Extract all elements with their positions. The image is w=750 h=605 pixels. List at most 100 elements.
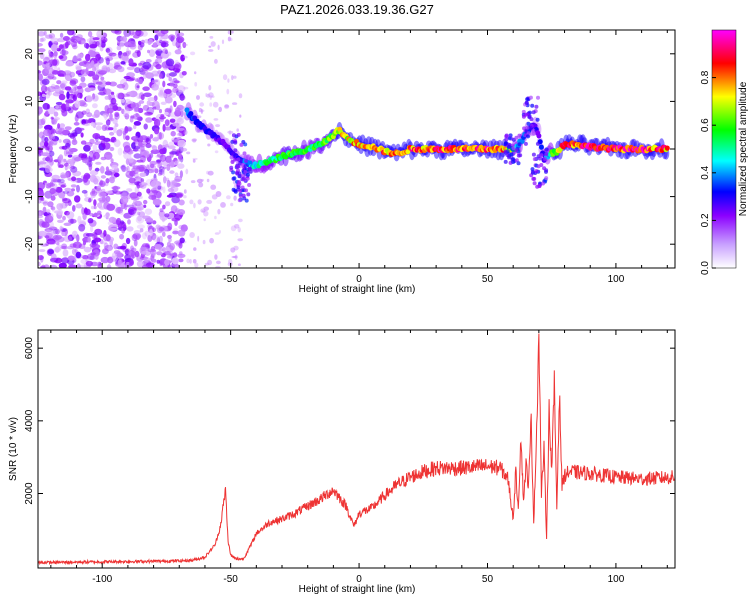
noise-blob (176, 117, 184, 125)
noise-blob (80, 258, 88, 265)
noise-blob (90, 193, 96, 198)
noise-blob (62, 198, 71, 204)
noise-blob (126, 226, 134, 232)
noise-blob (57, 73, 65, 77)
noise-blob (166, 241, 172, 248)
noise-blob (47, 91, 52, 96)
noise-blob (174, 172, 179, 178)
noise-blob (51, 70, 59, 75)
noise-blob (217, 208, 221, 215)
noise-blob (170, 205, 178, 214)
noise-blob (145, 217, 154, 224)
noise-blob (110, 136, 117, 143)
noise-blob (85, 260, 93, 267)
turbulence-blob (514, 135, 519, 140)
colorbar-tick-label: 0.2 (700, 213, 711, 227)
noise-blob (78, 224, 86, 232)
noise-blob (45, 155, 53, 163)
spectrogram-x-ticks: -100 -50 0 50 100 (50, 30, 668, 285)
noise-blob (208, 84, 212, 91)
ridge-cell (536, 133, 542, 139)
noise-blob (41, 78, 50, 85)
noise-blob (123, 108, 130, 117)
noise-blob (65, 171, 69, 179)
noise-blob (96, 261, 100, 265)
noise-blob (115, 206, 123, 214)
noise-blob (46, 182, 56, 187)
noise-blob (65, 102, 70, 110)
noise-blob (164, 96, 173, 104)
noise-blob (163, 176, 167, 184)
noise-blob (205, 93, 208, 97)
noise-blob (206, 170, 210, 175)
noise-blob (117, 66, 125, 73)
noise-blob (90, 121, 95, 127)
noise-blob (233, 195, 237, 201)
noise-blob (57, 219, 64, 223)
noise-blob (192, 139, 197, 143)
noise-blob (214, 215, 217, 220)
noise-blob (159, 116, 166, 120)
noise-blob (122, 224, 127, 232)
noise-blob (152, 186, 157, 195)
noise-blob (207, 49, 214, 52)
noise-blob (66, 150, 70, 155)
noise-blob (38, 70, 42, 74)
noise-blob (168, 237, 172, 243)
noise-blob (139, 172, 147, 177)
noise-blob (38, 212, 42, 217)
noise-blob (211, 95, 215, 98)
noise-blob (111, 164, 119, 170)
noise-blob (125, 237, 131, 245)
noise-blob (183, 129, 188, 135)
noise-blob (77, 58, 82, 62)
noise-blob (230, 225, 237, 232)
noise-blob (43, 129, 52, 137)
snr-panel: -100 -50 0 50 100 2000 4000 6000 Height of str… (8, 329, 676, 595)
noise-blob (51, 174, 60, 180)
noise-blob (63, 222, 72, 226)
turbulence-blob (242, 151, 247, 156)
noise-blob (121, 108, 125, 115)
noise-blob (44, 215, 54, 223)
snr-frame (37, 329, 676, 569)
noise-blob (109, 176, 114, 182)
noise-blob (100, 166, 105, 174)
noise-blob (127, 127, 132, 132)
noise-blob (80, 76, 86, 83)
noise-blob (133, 239, 138, 247)
turbulence-blob (231, 187, 236, 192)
noise-blob (177, 37, 183, 44)
noise-blob (210, 184, 217, 190)
noise-blob (144, 208, 153, 215)
noise-blob (55, 101, 63, 106)
spectrogram-x-tick-label: -50 (223, 274, 238, 285)
noise-blob (105, 178, 110, 184)
noise-blob (218, 106, 222, 113)
noise-blob (119, 210, 124, 215)
noise-blob (49, 188, 56, 195)
colorbar-tick-label: 0.8 (700, 70, 711, 84)
turbulence-blob (236, 132, 241, 137)
noise-blob (40, 265, 46, 268)
noise-blob (59, 32, 64, 38)
turbulence-blob (247, 183, 252, 187)
noise-blob (165, 58, 175, 67)
noise-blob (133, 153, 142, 159)
noise-blob (47, 201, 54, 208)
noise-blob (38, 60, 43, 66)
noise-blob (57, 155, 64, 164)
noise-blob (98, 180, 106, 188)
noise-blob (93, 109, 101, 118)
turbulence-blob (503, 159, 508, 164)
noise-blob (110, 171, 118, 179)
noise-blob (134, 250, 140, 258)
noise-blob (49, 264, 58, 268)
noise-blob (70, 166, 76, 170)
noise-blob (123, 75, 131, 80)
noise-blob (58, 55, 64, 59)
ridge-cell (188, 111, 194, 117)
noise-blob (38, 124, 43, 129)
noise-blob (207, 259, 213, 266)
noise-blob (147, 49, 150, 54)
